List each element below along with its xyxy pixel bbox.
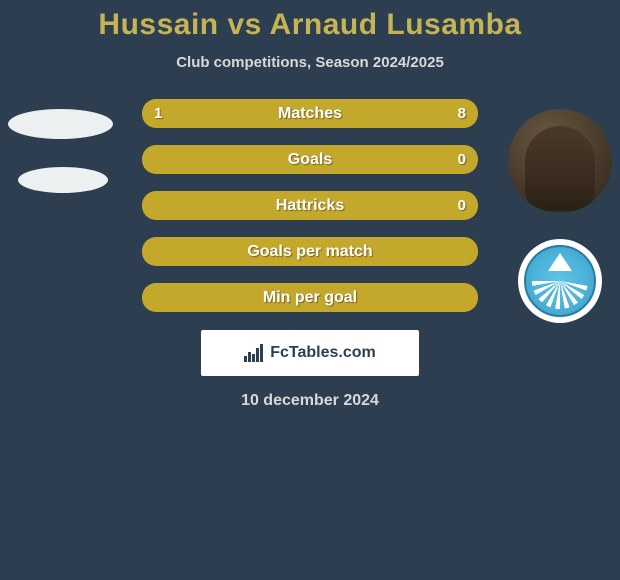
avatar-placeholder-icon [8, 109, 113, 139]
stat-value-right: 0 [458, 197, 466, 214]
player-right-avatar [508, 109, 612, 213]
chart-icon [244, 344, 266, 362]
stat-bar: Goals per match [142, 237, 478, 266]
stat-bar: 0 Goals [142, 145, 478, 174]
stat-value-right: 0 [458, 151, 466, 168]
avatar-icon [508, 109, 612, 213]
stat-label: Min per goal [263, 289, 357, 307]
stat-label: Goals [288, 151, 332, 169]
stat-bar: Min per goal [142, 283, 478, 312]
stat-label: Goals per match [247, 243, 372, 261]
stat-label: Matches [278, 105, 342, 123]
date-text: 10 december 2024 [241, 392, 379, 410]
team-emblem-icon [518, 239, 602, 323]
page-title: Hussain vs Arnaud Lusamba [98, 8, 521, 42]
stat-rows: 1 8 Matches 0 Goals 0 Hattricks Goals per match… [142, 99, 478, 312]
stat-label: Hattricks [276, 197, 344, 215]
watermark-badge: FcTables.com [201, 330, 419, 376]
watermark-text: FcTables.com [270, 344, 376, 362]
subtitle: Club competitions, Season 2024/2025 [176, 54, 444, 71]
stat-bar: 0 Hattricks [142, 191, 478, 220]
stat-value-right: 8 [458, 105, 466, 122]
team-placeholder-icon [18, 167, 108, 193]
comparison-area: 1 8 Matches 0 Goals 0 Hattricks Goals per match… [0, 99, 620, 312]
stat-bar: 1 8 Matches [142, 99, 478, 128]
team-left-badge [18, 167, 108, 193]
team-right-badge [518, 239, 602, 323]
stat-value-left: 1 [154, 105, 162, 122]
player-left-avatar [8, 109, 113, 139]
